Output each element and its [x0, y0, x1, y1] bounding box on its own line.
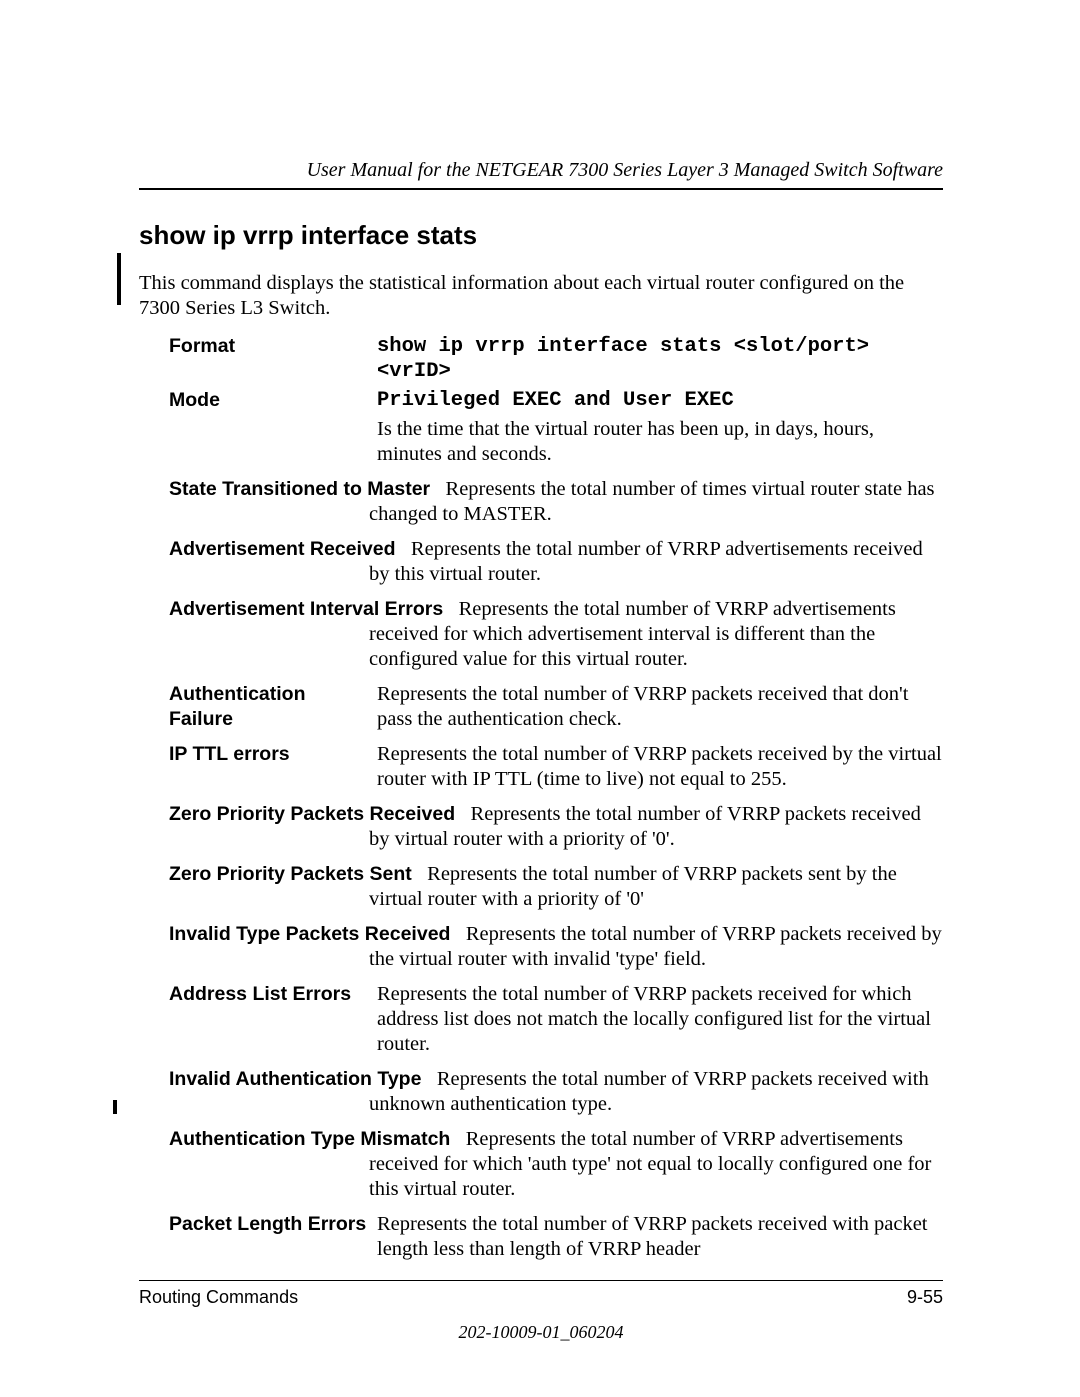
- footer-docnum: 202-10009-01_060204: [139, 1322, 943, 1343]
- footer-right: 9-55: [907, 1287, 943, 1308]
- row-adv-interval-errors: Advertisement Interval Errors Represents…: [169, 597, 943, 672]
- intro-paragraph: This command displays the statistical in…: [139, 271, 943, 320]
- row-invalid-auth-type: Invalid Authentication Type Represents t…: [169, 1067, 943, 1117]
- margin-tick-icon: [113, 1100, 117, 1114]
- term-adv-received: Advertisement Received: [169, 538, 396, 560]
- desc-auth-type-mismatch: Represents the total number of VRRP adve…: [369, 1128, 931, 1200]
- desc-addr-list-errors: Represents the total number of VRRP pack…: [377, 982, 943, 1057]
- row-invalid-type-recv: Invalid Type Packets Received Represents…: [169, 922, 943, 972]
- row-format: Format show ip vrrp interface stats <slo…: [169, 334, 943, 384]
- row-mode-extra: Is the time that the virtual router has …: [169, 417, 943, 467]
- term-zero-prio-sent: Zero Priority Packets Sent: [169, 863, 412, 885]
- definition-list: Format show ip vrrp interface stats <slo…: [169, 334, 943, 1262]
- value-mode: Privileged EXEC and User EXEC: [377, 388, 943, 413]
- row-state-transitioned: State Transitioned to Master Represents …: [169, 477, 943, 527]
- change-bar-icon: [117, 253, 121, 305]
- term-format: Format: [169, 334, 377, 358]
- footer-row: Routing Commands 9-55: [139, 1287, 943, 1308]
- footer-rule: [139, 1280, 943, 1281]
- term-zero-prio-recv: Zero Priority Packets Received: [169, 803, 455, 825]
- row-auth-type-mismatch: Authentication Type Mismatch Represents …: [169, 1127, 943, 1202]
- desc-invalid-type-recv: Represents the total number of VRRP pack…: [369, 923, 942, 970]
- row-mode: Mode Privileged EXEC and User EXEC: [169, 388, 943, 413]
- desc-invalid-auth-type: Represents the total number of VRRP pack…: [369, 1068, 929, 1115]
- header-rule: [139, 188, 943, 190]
- section-title: show ip vrrp interface stats: [139, 220, 943, 251]
- row-addr-list-errors: Address List Errors Represents the total…: [169, 982, 943, 1057]
- footer-left: Routing Commands: [139, 1287, 298, 1308]
- desc-zero-prio-sent: Represents the total number of VRRP pack…: [369, 863, 897, 910]
- desc-auth-failure: Represents the total number of VRRP pack…: [377, 682, 943, 732]
- row-zero-prio-recv: Zero Priority Packets Received Represent…: [169, 802, 943, 852]
- running-header: User Manual for the NETGEAR 7300 Series …: [139, 159, 943, 186]
- term-addr-list-errors: Address List Errors: [169, 982, 377, 1006]
- value-format: show ip vrrp interface stats <slot/port>…: [377, 334, 943, 384]
- term-adv-interval-errors: Advertisement Interval Errors: [169, 598, 443, 620]
- value-mode-extra: Is the time that the virtual router has …: [377, 417, 943, 467]
- row-zero-prio-sent: Zero Priority Packets Sent Represents th…: [169, 862, 943, 912]
- desc-pkt-len-errors: Represents the total number of VRRP pack…: [377, 1212, 943, 1262]
- term-auth-type-mismatch: Authentication Type Mismatch: [169, 1128, 450, 1150]
- term-invalid-type-recv: Invalid Type Packets Received: [169, 923, 450, 945]
- term-ip-ttl-errors: IP TTL errors: [169, 742, 377, 766]
- row-adv-received: Advertisement Received Represents the to…: [169, 537, 943, 587]
- row-ip-ttl-errors: IP TTL errors Represents the total numbe…: [169, 742, 943, 792]
- row-pkt-len-errors: Packet Length Errors Represents the tota…: [169, 1212, 943, 1262]
- term-mode: Mode: [169, 388, 377, 412]
- desc-adv-received: Represents the total number of VRRP adve…: [369, 538, 923, 585]
- content-area: User Manual for the NETGEAR 7300 Series …: [139, 159, 943, 1343]
- desc-adv-interval-errors: Represents the total number of VRRP adve…: [369, 598, 896, 670]
- term-pkt-len-errors: Packet Length Errors: [169, 1212, 377, 1236]
- document-page: User Manual for the NETGEAR 7300 Series …: [0, 0, 1080, 1397]
- term-state-transitioned: State Transitioned to Master: [169, 478, 430, 500]
- term-auth-failure: Authentication Failure: [169, 682, 377, 731]
- desc-ip-ttl-errors: Represents the total number of VRRP pack…: [377, 742, 943, 792]
- term-invalid-auth-type: Invalid Authentication Type: [169, 1068, 421, 1090]
- desc-state-transitioned: Represents the total number of times vir…: [369, 478, 935, 525]
- row-auth-failure: Authentication Failure Represents the to…: [169, 682, 943, 732]
